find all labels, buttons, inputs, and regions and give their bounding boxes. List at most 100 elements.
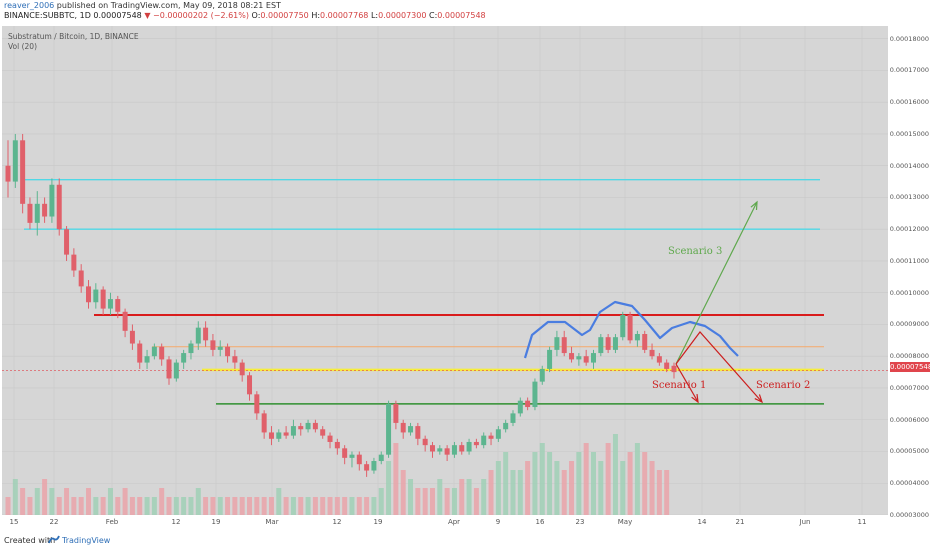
candle-body — [115, 299, 121, 312]
candle-body — [415, 426, 421, 439]
volume-bar — [298, 497, 304, 515]
scenario1-label: Scenario 1 — [652, 380, 707, 391]
volume-bar — [173, 497, 179, 515]
volume-bar — [466, 479, 472, 515]
candle-body — [664, 362, 670, 369]
candle-body — [393, 403, 399, 423]
candle-body — [356, 454, 362, 465]
volume-bar — [576, 452, 582, 515]
candle-body — [627, 314, 633, 341]
volume-bar — [144, 497, 150, 515]
candle-body — [276, 432, 282, 439]
candle-body — [320, 429, 326, 436]
volume-bar — [605, 443, 611, 515]
volume-bar — [42, 479, 48, 515]
volume-bar — [137, 497, 143, 515]
x-tick-label: 16 — [535, 518, 545, 526]
volume-bar — [217, 497, 223, 515]
change-value: −0.00000202 (−2.61%) — [153, 11, 249, 20]
volume-bar — [642, 452, 648, 515]
candle-body — [5, 165, 11, 182]
volume-bar — [100, 497, 106, 515]
volume-bar — [459, 479, 465, 515]
x-tick-label: Apr — [447, 518, 461, 526]
publish-line: reaver_2006 published on TradingView.com… — [4, 1, 281, 10]
volume-bar — [429, 488, 435, 515]
volume-bar — [422, 488, 428, 515]
candle-body — [78, 270, 84, 287]
y-tick-label: 0.00007000 — [889, 383, 929, 392]
close-label: C: — [429, 11, 438, 20]
candle-body — [312, 422, 318, 430]
volume-bar — [129, 497, 135, 515]
candle-body — [554, 337, 560, 350]
volume-bar — [590, 452, 596, 515]
candle-body — [20, 140, 26, 204]
volume-bar — [312, 497, 318, 515]
candle-body — [64, 229, 70, 255]
candle-body — [451, 445, 457, 455]
volume-bar — [276, 488, 282, 515]
last-price: 0.00007548 — [93, 11, 142, 20]
candle-body — [173, 362, 179, 379]
volume-bar — [283, 497, 289, 515]
volume-bar — [664, 470, 670, 515]
x-tick-label: 9 — [495, 518, 501, 526]
x-tick-label: 11 — [857, 518, 867, 526]
volume-bar — [254, 497, 260, 515]
chart-plot-area[interactable] — [2, 26, 888, 515]
candle-body — [334, 441, 340, 449]
volume-bar — [261, 497, 267, 515]
symbol-label: BINANCE:SUBBTC, 1D — [4, 11, 91, 20]
volume-bar — [400, 470, 406, 515]
candle-body — [239, 362, 245, 376]
candle-body — [71, 254, 77, 271]
volume-bar — [620, 461, 626, 515]
candle-body — [129, 330, 135, 344]
x-tick-label: 21 — [735, 518, 745, 526]
candle-body — [671, 365, 677, 373]
candle-body — [634, 334, 640, 341]
candle-body — [159, 346, 165, 360]
candle-body — [525, 400, 531, 408]
volume-bar — [612, 434, 618, 515]
candle-body — [495, 429, 501, 439]
candle-body — [539, 368, 545, 382]
y-tick-label: 0.00008000 — [889, 352, 929, 361]
created-with-text: Created with — [4, 536, 56, 545]
volume-bar — [107, 488, 113, 515]
volume-bar — [649, 461, 655, 515]
volume-bar — [627, 452, 633, 515]
candle-body — [268, 432, 274, 439]
close-value: 0.00007548 — [437, 11, 486, 20]
volume-bar — [188, 497, 194, 515]
y-tick-label: 0.00017000 — [889, 66, 929, 75]
author-link[interactable]: reaver_2006 — [4, 1, 55, 10]
candle-body — [210, 340, 216, 350]
candle-body — [188, 343, 194, 354]
candle-body — [561, 337, 567, 354]
volume-bar — [503, 452, 509, 515]
scenario3-arrow — [675, 201, 758, 365]
volume-bar — [305, 497, 311, 515]
candle-body — [247, 375, 253, 395]
candle-body — [569, 353, 575, 360]
y-tick-label: 0.00011000 — [889, 256, 929, 265]
volume-bar — [49, 488, 55, 515]
time-axis[interactable]: 15 22 Feb 12 19 Mar 12 19 Apr 9 16 23 May 14 21 Jun 11 — [2, 515, 888, 529]
volume-bar — [598, 461, 604, 515]
tradingview-brand-link[interactable]: TradingView — [62, 536, 111, 545]
candle-body — [371, 461, 377, 471]
volume-bar — [539, 443, 545, 515]
candle-body — [181, 353, 187, 363]
volume-bar — [78, 497, 84, 515]
volume-bar — [122, 488, 128, 515]
y-tick-label: 0.00012000 — [889, 225, 929, 234]
published-text: published on TradingView.com, May 09, 20… — [56, 1, 281, 10]
scenario2-arrow — [675, 331, 763, 403]
volume-bar — [473, 488, 479, 515]
volume-bar — [481, 479, 487, 515]
candle-body — [605, 337, 611, 350]
price-axis[interactable]: 0.00018000 0.00017000 0.00016000 0.00015000… — [888, 26, 932, 519]
candle-body — [195, 327, 201, 344]
